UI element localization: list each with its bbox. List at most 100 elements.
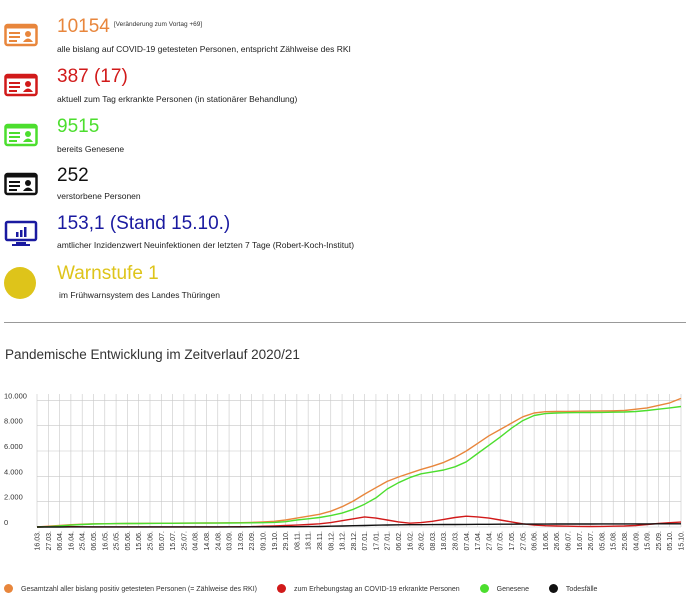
- x-tick-label: 15.06.: [136, 531, 143, 551]
- deaths-value: 252: [57, 165, 89, 186]
- x-tick-label: 06.07.: [566, 531, 573, 551]
- x-tick-label: 09.10.: [260, 531, 267, 551]
- x-tick-label: 25.07.: [181, 531, 188, 551]
- tested-label: alle bislang auf COVID-19 getesteten Per…: [57, 44, 351, 54]
- incidence-value: 153,1 (Stand 15.10.): [57, 213, 231, 234]
- x-tick-label: 27.03.: [46, 531, 53, 551]
- x-tick-label: 18.12.: [340, 531, 347, 551]
- x-tick-label: 28.03.: [453, 531, 460, 551]
- x-tick-label: 16.04.: [68, 531, 75, 551]
- x-tick-label: 27.05.: [520, 531, 527, 551]
- y-tick-label: 10.000: [4, 391, 27, 400]
- x-tick-label: 13.09.: [238, 531, 245, 551]
- x-tick-label: 08.12.: [328, 531, 335, 551]
- x-tick-label: 26.07.: [588, 531, 595, 551]
- x-tick-label: 05.08.: [599, 531, 606, 551]
- x-tick-label: 17.04.: [475, 531, 482, 551]
- monitor-chart-icon: [4, 220, 38, 253]
- x-tick-label: 08.03.: [430, 531, 437, 551]
- x-tick-label: 06.06.: [532, 531, 539, 551]
- deaths-label: verstorbene Personen: [57, 191, 141, 201]
- x-tick-label: 16.03.: [35, 531, 42, 551]
- legend-label: Genesene: [496, 586, 529, 593]
- tested-value: 10154: [57, 16, 110, 37]
- id-card-icon: [4, 73, 38, 102]
- x-tick-label: 29.10.: [283, 531, 290, 551]
- x-tick-label: 06.05.: [91, 531, 98, 551]
- x-tick-label: 23.09.: [249, 531, 256, 551]
- x-tick-label: 15.07.: [170, 531, 177, 551]
- id-card-icon: [4, 172, 38, 201]
- x-tick-label: 24.08.: [215, 531, 222, 551]
- x-tick-label: 16.06.: [543, 531, 550, 551]
- legend-dot: [479, 584, 489, 593]
- legend-dot: [548, 584, 558, 593]
- x-tick-label: 08.11.: [294, 531, 301, 550]
- y-tick-label: 4.000: [4, 467, 23, 476]
- line-chart: 0 2.000 4.000 6.000 8.000 10.000 16.03. 27.03. 0…: [4, 391, 686, 551]
- x-tick-label: 05.06.: [125, 531, 132, 551]
- x-tick-label: 14.08.: [204, 531, 211, 551]
- x-tick-label: 15.08.: [611, 531, 618, 551]
- legend-label: zum Erhebungstag an COVID-19 erkrankte P…: [293, 586, 460, 593]
- x-tick-label: 17.01.: [373, 531, 380, 551]
- yellow-circle-icon: [3, 266, 37, 305]
- x-tick-label: 25.05.: [114, 531, 121, 551]
- x-tick-label: 05.10.: [667, 531, 674, 551]
- x-tick-label: 04.08.: [193, 531, 200, 551]
- x-tick-label: 18.03.: [441, 531, 448, 551]
- sick-value: 387 (17): [57, 66, 128, 87]
- x-tick-label: 04.09.: [633, 531, 640, 551]
- stat-tested: 10154 [Veränderung zum Vortag +69] alle b…: [0, 16, 696, 66]
- x-tick-label: 18.11.: [306, 531, 313, 550]
- y-tick-label: 0: [4, 518, 8, 527]
- x-tick-label: 26.06.: [554, 531, 561, 551]
- legend-dot: [4, 584, 13, 593]
- x-tick-label: 15.09.: [645, 531, 652, 551]
- sick-label: aktuell zum Tag erkrankte Personen (in s…: [57, 94, 298, 104]
- legend-item[interactable]: Todesfälle: [548, 584, 598, 593]
- tested-change-note: [Veränderung zum Vortag +69]: [113, 21, 203, 28]
- stat-sick: 387 (17) aktuell zum Tag erkrankte Perso…: [0, 66, 696, 116]
- legend-item[interactable]: Genesene: [479, 584, 529, 593]
- x-tick-label: 25.06.: [147, 531, 154, 551]
- legend-dot: [276, 584, 286, 593]
- x-tick-label: 19.10.: [272, 531, 279, 551]
- x-tick-label: 26.02.: [419, 531, 426, 551]
- x-tick-label: 16.07.: [577, 531, 584, 551]
- y-tick-label: 6.000: [4, 442, 23, 451]
- x-tick-label: 27.04.: [486, 531, 493, 551]
- legend-label: Gesamtzahl aller bislang positiv geteste…: [21, 586, 257, 593]
- id-card-icon: [4, 23, 38, 52]
- x-tick-label: 28.11.: [317, 531, 324, 550]
- x-tick-label: 05.07.: [159, 531, 166, 551]
- series-line: [36, 397, 682, 528]
- x-tick-label: 25.04.: [80, 531, 87, 551]
- chart-legend: Gesamtzahl aller bislang positiv geteste…: [4, 584, 694, 593]
- x-tick-label: 16.02.: [407, 531, 414, 551]
- warning-value: Warnstufe 1: [57, 263, 159, 284]
- chart-title: Pandemische Entwicklung im Zeitverlauf 2…: [5, 347, 300, 362]
- warning-label: im Frühwarnsystem des Landes Thüringen: [59, 290, 220, 300]
- x-tick-label: 27.01.: [385, 531, 392, 551]
- legend-label: Todesfälle: [565, 586, 598, 593]
- x-tick-label: 06.02.: [396, 531, 403, 551]
- recovered-value: 9515: [57, 116, 100, 137]
- legend-item[interactable]: zum Erhebungstag an COVID-19 erkrankte P…: [276, 584, 460, 593]
- x-tick-label: 28.12.: [351, 531, 358, 551]
- y-tick-label: 8.000: [4, 417, 23, 426]
- x-tick-label: 25.08.: [622, 531, 629, 551]
- stat-deaths: 252 verstorbene Personen: [0, 165, 696, 215]
- stat-incidence: 153,1 (Stand 15.10.) amtlicher Inzidenzw…: [0, 213, 696, 263]
- x-tick-label: 17.05.: [509, 531, 516, 551]
- x-tick-label: 07.04.: [464, 531, 471, 551]
- x-tick-label: 15.10.: [679, 531, 686, 551]
- series-line: [36, 405, 682, 528]
- stat-warning: Warnstufe 1 im Frühwarnsystem des Landes…: [0, 263, 696, 313]
- x-tick-label: 03.09.: [227, 531, 234, 551]
- y-tick-label: 2.000: [4, 493, 23, 502]
- legend-item[interactable]: Gesamtzahl aller bislang positiv geteste…: [4, 584, 257, 593]
- id-card-icon: [4, 123, 38, 152]
- series-line: [37, 523, 681, 528]
- x-tick-label: 16.05.: [102, 531, 109, 551]
